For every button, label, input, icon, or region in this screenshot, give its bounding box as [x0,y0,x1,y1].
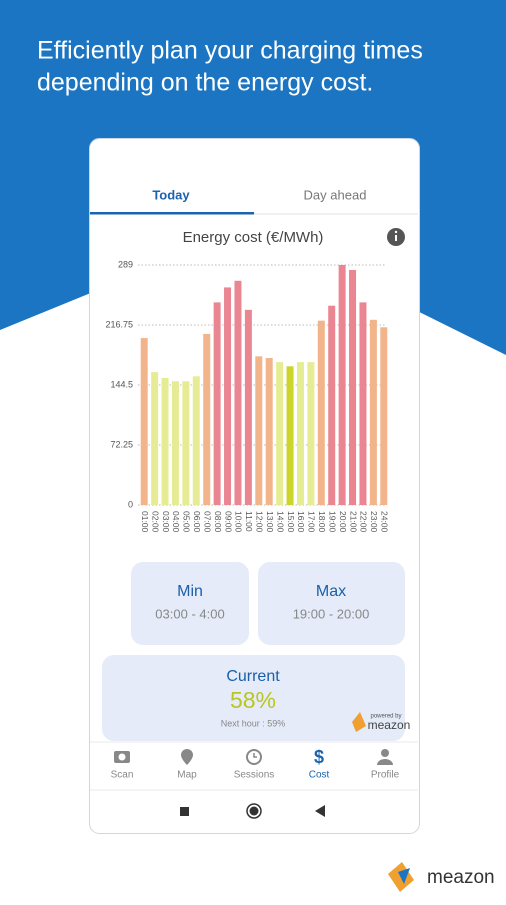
bar [369,319,377,505]
max-card [258,562,405,645]
nav-label[interactable]: Map [177,770,197,781]
current-label: Current [226,668,280,685]
bar [224,287,232,505]
x-tick-label: 06:00 [192,511,202,533]
info-icon [395,235,397,241]
tab-indicator [90,212,254,215]
map-icon[interactable] [181,749,193,765]
powered-caption: powered by [370,714,401,720]
back-button[interactable] [315,805,325,817]
y-tick-label: 72.25 [110,439,133,449]
x-tick-label: 23:00 [369,511,379,533]
current-card [102,655,405,741]
bar [265,358,273,505]
x-tick-label: 21:00 [348,511,358,533]
headline: Efficiently plan your charging times [37,37,423,65]
x-tick-label: 04:00 [171,511,181,533]
bar [192,376,200,505]
bar [171,381,179,505]
next-hour: Next hour : 59% [221,718,286,728]
current-value: 58% [230,687,276,713]
y-tick-label: 289 [118,259,133,269]
x-tick-label: 17:00 [307,511,317,533]
powered-brand: meazon [368,718,411,732]
bar [317,320,325,505]
bar [244,309,252,505]
x-tick-label: 20:00 [338,511,348,533]
chart-title: Energy cost (€/MWh) [183,229,324,246]
sessions-icon [253,753,257,758]
bar [203,333,211,505]
sessions-icon[interactable] [246,749,262,765]
tab-today[interactable]: Today [152,187,190,202]
bar [380,327,388,505]
bar [234,280,242,505]
y-tick-label: 144.5 [110,379,133,389]
x-tick-label: 12:00 [255,511,265,533]
min-label: Min [177,583,203,600]
meazon-icon [352,712,366,732]
x-tick-label: 05:00 [182,511,192,533]
bar [307,362,315,505]
bar [328,305,336,505]
home-button [249,806,259,816]
max-label: Max [316,583,346,600]
x-tick-label: 07:00 [202,511,212,533]
min-card [131,562,249,645]
cost-icon[interactable]: $ [314,747,324,767]
footer-logo [398,868,410,884]
x-tick-label: 09:00 [223,511,233,533]
nav-label[interactable]: Cost [309,770,330,781]
x-tick-label: 08:00 [213,511,223,533]
bar [276,362,284,505]
bar [338,265,346,505]
x-tick-label: 18:00 [317,511,327,533]
bar [255,356,263,505]
bar [151,372,159,505]
min-value: 03:00 - 4:00 [155,606,224,621]
nav: Scan Map Sessions Cost Profile [111,770,400,781]
nav-label[interactable]: Scan [111,770,134,781]
bar [286,366,294,505]
bar [182,381,190,505]
x-tick-label: 14:00 [275,511,285,533]
scan-icon [118,753,126,761]
y-tick-label: 0 [128,499,133,509]
bar [140,338,148,505]
bar [161,377,169,505]
max-value: 19:00 - 20:00 [293,606,370,621]
info-icon [394,230,398,234]
bar [359,302,367,505]
x-tick-label: 24:00 [380,511,390,533]
home-button[interactable] [246,803,262,819]
chart: 0 72.25 144.5 216.75 289 01:00 02:00 03:00 04:00… [105,259,389,532]
x-tick-label: 16:00 [296,511,306,533]
x-tick-label: 02:00 [150,511,160,533]
profile-icon[interactable] [381,749,389,757]
profile-icon [377,759,393,765]
x-tick-label: 01:00 [140,511,150,533]
x-tick-label: 10:00 [234,511,244,533]
bar [296,362,304,505]
bar [213,302,221,505]
nav-label[interactable]: Profile [371,770,400,781]
footer-brand: meazon [427,867,495,888]
x-tick-label: 15:00 [286,511,296,533]
x-tick-label: 19:00 [327,511,337,533]
x-tick-label: 13:00 [265,511,275,533]
headline: depending on the energy cost. [37,69,373,97]
tab-day-ahead[interactable]: Day ahead [304,187,367,202]
x-tick-label: 11:00 [244,511,254,532]
x-tick-label: 03:00 [161,511,171,533]
x-tick-label: 22:00 [359,511,369,533]
recent-button[interactable] [180,807,189,816]
y-tick-label: 216.75 [105,319,133,329]
bar [349,269,357,505]
nav-label[interactable]: Sessions [234,770,275,781]
